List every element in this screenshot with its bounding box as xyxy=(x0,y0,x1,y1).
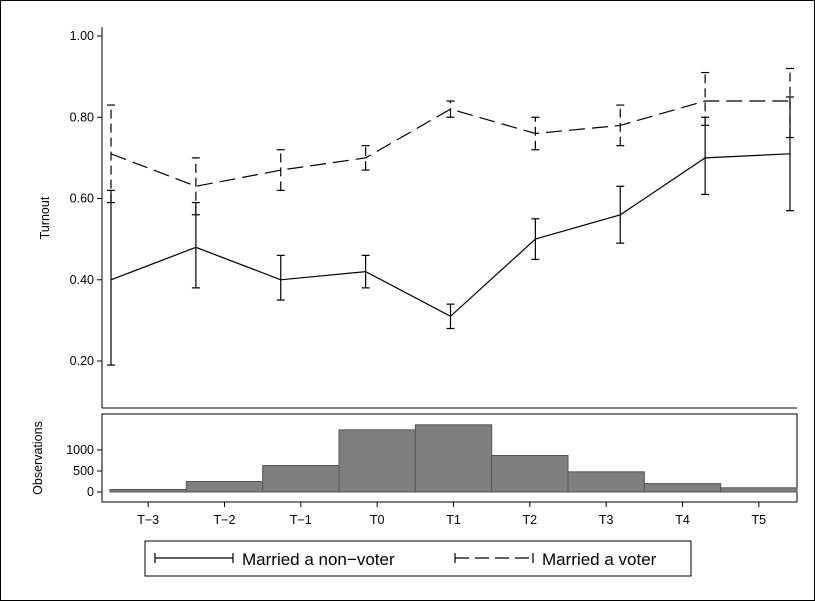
turnout-panel: 0.20 0.40 0.60 0.80 1.00 Turnout xyxy=(38,27,797,409)
observations-y-tick-label: 1000 xyxy=(66,443,94,457)
observation-bar xyxy=(414,424,493,493)
turnout-y-tick-label: 0.20 xyxy=(70,354,94,368)
turnout-y-tick-label: 0.80 xyxy=(70,110,94,124)
legend-label-voter: Married a voter xyxy=(542,550,657,569)
observations-x-tick-label: T4 xyxy=(675,513,690,527)
turnout-lines xyxy=(110,100,791,318)
turnout-y-tick-label: 0.60 xyxy=(70,192,94,206)
turnout-y-label: Turnout xyxy=(38,196,52,239)
observation-bar xyxy=(338,429,416,493)
observations-x-tick-label: T3 xyxy=(599,513,614,527)
observation-bar xyxy=(567,471,645,493)
legend-entry-non-voter: Married a non−voter xyxy=(154,550,395,569)
observation-bar xyxy=(643,483,722,493)
observations-y-tick-label: 500 xyxy=(73,464,94,478)
turnout-y-ticks: 0.20 0.40 0.60 0.80 1.00 xyxy=(70,29,102,368)
observations-y-label: Observations xyxy=(31,421,45,495)
observation-bar xyxy=(109,488,187,493)
turnout-y-tick-label: 1.00 xyxy=(70,29,94,43)
observations-x-tick-label: T1 xyxy=(446,513,461,527)
observations-panel: 0 500 1000 T−3 T−2 T−1 T0 T1 T2 T3 T4 T5 Observati… xyxy=(31,413,798,527)
observation-bar xyxy=(262,465,340,493)
turnout-y-tick-label: 0.40 xyxy=(70,273,94,287)
observations-x-ticks: T−3 T−2 T−1 T0 T1 T2 T3 T4 T5 xyxy=(137,502,766,527)
legend-box xyxy=(144,540,692,577)
observations-x-tick-label: T−2 xyxy=(214,513,236,527)
observation-bar xyxy=(720,487,798,493)
observation-bar xyxy=(491,454,569,493)
non-voter-series-line xyxy=(110,153,791,318)
observations-x-tick-label: T5 xyxy=(752,513,767,527)
observations-y-tick-label: 0 xyxy=(87,485,94,499)
observation-bars xyxy=(109,424,798,493)
observation-bar xyxy=(185,481,264,493)
voter-series-line xyxy=(110,100,790,187)
observations-frame xyxy=(101,413,798,503)
observations-y-ticks: 0 500 1000 xyxy=(66,443,102,499)
observations-x-tick-label: T−3 xyxy=(137,513,159,527)
legend-dashed-errorbar-icon xyxy=(454,553,534,563)
legend-label-non-voter: Married a non−voter xyxy=(242,550,395,569)
legend: Married a non−voter Married a voter xyxy=(144,540,692,577)
observations-x-tick-label: T0 xyxy=(370,513,385,527)
observations-x-tick-label: T−1 xyxy=(290,513,312,527)
legend-entry-voter: Married a voter xyxy=(454,550,657,569)
observations-x-tick-label: T2 xyxy=(523,513,538,527)
legend-solid-errorbar-icon xyxy=(154,553,234,563)
